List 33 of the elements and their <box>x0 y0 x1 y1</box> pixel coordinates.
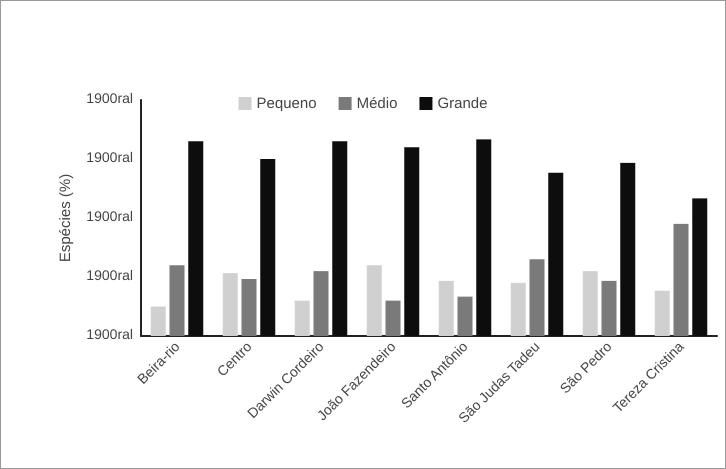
bar <box>222 273 238 336</box>
bar <box>620 162 636 336</box>
bar <box>458 296 472 336</box>
bar <box>582 271 598 336</box>
bar <box>366 265 382 336</box>
bar <box>314 271 328 336</box>
bar <box>530 259 544 336</box>
bar <box>404 147 420 336</box>
text: 1900ral <box>86 326 133 342</box>
bar <box>386 300 400 336</box>
bar <box>548 172 564 336</box>
text: 1900ral <box>86 149 133 165</box>
bar <box>510 282 526 336</box>
text: 1900ral <box>86 90 133 106</box>
bar <box>260 159 276 336</box>
y-axis-title: Espécies (%) <box>57 174 74 262</box>
bar <box>332 141 348 336</box>
bar <box>674 224 688 336</box>
legend-label: Grande <box>437 95 488 112</box>
bar <box>150 306 166 336</box>
bar <box>654 290 670 336</box>
text: 1900ral <box>86 208 133 224</box>
text: 1900ral <box>86 267 133 283</box>
bar <box>692 198 708 336</box>
bar <box>602 280 616 336</box>
bar <box>294 300 310 336</box>
bar <box>476 139 492 336</box>
bar <box>438 280 454 336</box>
bar <box>242 278 256 336</box>
legend-label: Pequeno <box>256 95 317 112</box>
bar <box>170 265 184 336</box>
bar <box>188 141 204 336</box>
legend-label: Médio <box>356 95 398 112</box>
